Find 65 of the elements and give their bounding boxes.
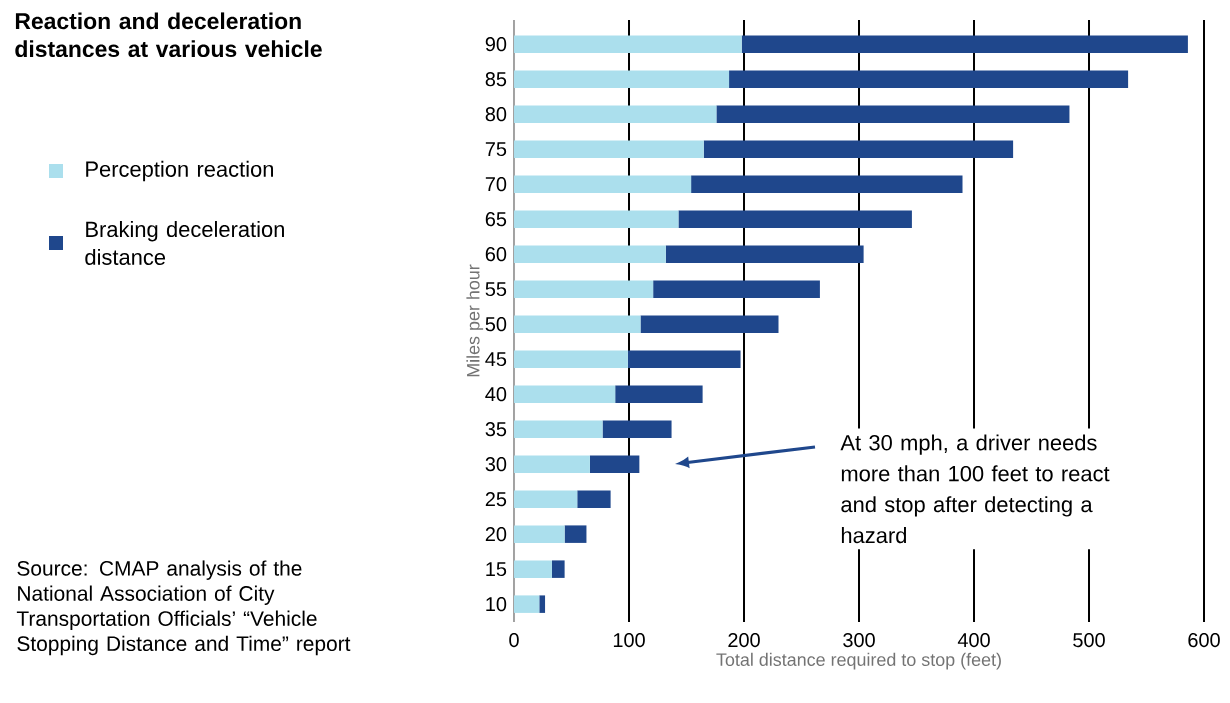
y-tick-label: 20 [485,527,507,542]
bar [729,70,1129,88]
y-tick-label: 65 [485,212,507,227]
x-tick-label: 200 [728,633,760,648]
x-tick-label: 400 [957,633,990,648]
x-tick-label: 100 [613,633,645,648]
bar [514,595,540,613]
y-tick-label: 35 [485,422,507,437]
bar [514,280,654,298]
y-tick-label: 15 [486,562,507,577]
bar [589,455,640,473]
x-tick-label: 300 [843,633,875,648]
y-axis-title: Miles per hour [466,264,484,377]
y-tick-label: 70 [485,177,507,192]
y-tick-label: 75 [485,142,507,157]
bar [703,140,1014,158]
bar [577,490,611,508]
bar [653,280,820,298]
y-tick-label: 10 [486,597,507,612]
y-tick-label: 90 [485,37,507,52]
y-tick-label: 85 [485,72,507,87]
x-tick-label: 600 [1188,633,1220,648]
bar [514,245,666,263]
y-tick-label: 55 [485,282,507,297]
y-tick-label: 50 [485,317,507,332]
bar [514,490,578,508]
bar [678,210,912,228]
bar [602,420,672,438]
bar [514,420,603,438]
source-note: Source: CMAP analysis of the National Association of City Transportation Officials’ “Vehicle Stopping Distance and Time” report [16,560,351,656]
bar [716,105,1070,123]
bar [514,560,552,578]
bar [514,140,704,158]
bar [514,525,565,543]
bar [627,350,741,368]
y-tick-label: 25 [485,492,507,507]
bar [691,175,963,193]
x-axis-title: Total distance required to stop (feet) [716,652,1001,670]
bar [514,35,742,53]
y-tick-label: 80 [485,107,507,122]
bar [514,315,641,333]
text: Reaction and deceleration distances at various vehicle [15,12,322,58]
y-tick-label: 40 [485,387,507,402]
annotation: At 30 mph, a driver needs more than 100 feet to react and stop after detecting a hazard [840,434,1110,544]
x-tick-label: 0 [509,633,519,648]
legend-label: Perception reaction [86,160,273,182]
bar [741,35,1188,53]
x-tick-label: 500 [1073,633,1105,648]
bar [615,385,703,403]
bar [514,385,616,403]
y-tick-label: 30 [485,457,507,472]
bar [564,525,587,543]
bar [514,210,679,228]
bar [539,595,546,613]
bar [551,560,565,578]
bar [640,315,779,333]
y-tick-label: 45 [485,352,507,367]
y-tick-label: 60 [485,247,507,262]
bar [514,350,628,368]
bar [665,245,864,263]
bar [514,455,590,473]
legend-label: Braking deceleration distance [85,221,284,265]
bar [514,105,717,123]
bar [514,175,692,193]
bar [514,70,730,88]
